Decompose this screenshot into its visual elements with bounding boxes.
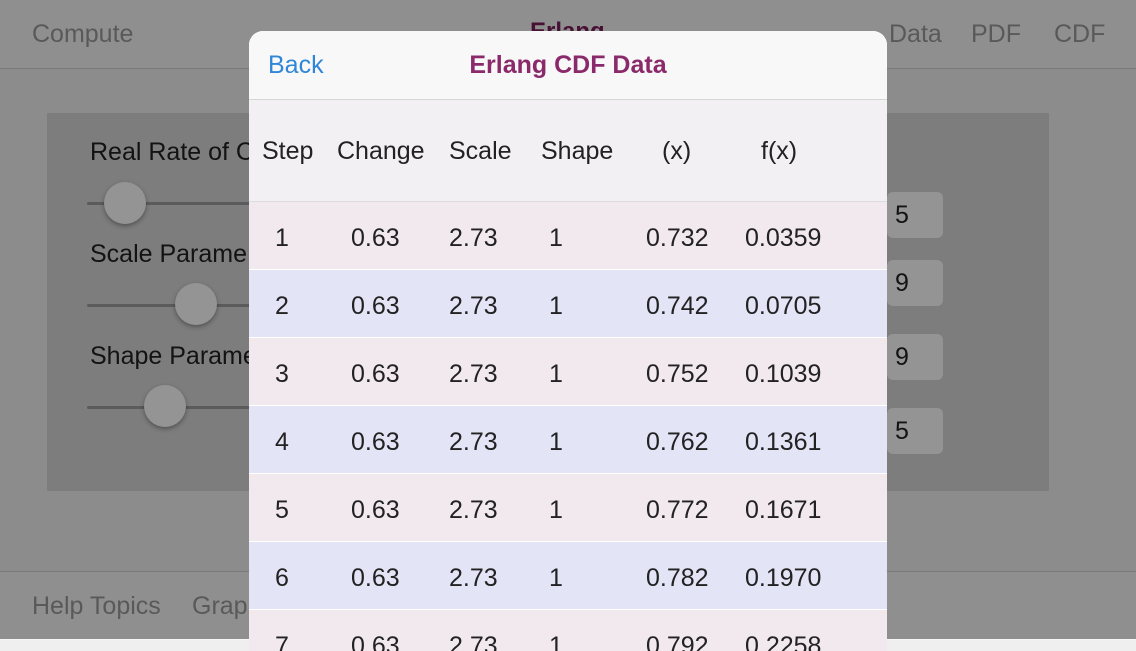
param-label-scale: Scale Parame bbox=[90, 240, 248, 268]
cell-shape: 1 bbox=[549, 428, 563, 456]
scale-value-field[interactable]: 9 bbox=[887, 260, 943, 306]
table-row[interactable]: 2 0.63 2.73 1 0.742 0.0705 bbox=[249, 270, 887, 338]
cell-x: 0.742 bbox=[646, 292, 709, 320]
cell-scale: 2.73 bbox=[449, 428, 498, 456]
cell-shape: 1 bbox=[549, 292, 563, 320]
cell-scale: 2.73 bbox=[449, 496, 498, 524]
cell-change: 0.63 bbox=[351, 428, 400, 456]
table-row[interactable]: 3 0.63 2.73 1 0.752 0.1039 bbox=[249, 338, 887, 406]
table-row[interactable]: 1 0.63 2.73 1 0.732 0.0359 bbox=[249, 202, 887, 270]
cell-change: 0.63 bbox=[351, 292, 400, 320]
graph-button[interactable]: Grap bbox=[192, 592, 248, 620]
cell-step: 2 bbox=[275, 292, 289, 320]
cell-x: 0.772 bbox=[646, 496, 709, 524]
shape-slider-track[interactable] bbox=[87, 406, 287, 409]
tab-data[interactable]: Data bbox=[889, 20, 942, 48]
cell-shape: 1 bbox=[549, 224, 563, 252]
cell-scale: 2.73 bbox=[449, 564, 498, 592]
cell-change: 0.63 bbox=[351, 564, 400, 592]
cell-x: 0.732 bbox=[646, 224, 709, 252]
table-row[interactable]: 4 0.63 2.73 1 0.762 0.1361 bbox=[249, 406, 887, 474]
tab-cdf[interactable]: CDF bbox=[1054, 20, 1106, 48]
cell-fx: 0.1039 bbox=[745, 360, 822, 388]
cell-fx: 0.2258 bbox=[745, 632, 822, 651]
column-header-shape: Shape bbox=[541, 137, 614, 165]
compute-button[interactable]: Compute bbox=[32, 20, 134, 48]
table-row[interactable]: 7 0.63 2.73 1 0.792 0.2258 bbox=[249, 610, 887, 651]
cell-scale: 2.73 bbox=[449, 224, 498, 252]
modal-title: Erlang CDF Data bbox=[469, 51, 667, 79]
cell-fx: 0.0705 bbox=[745, 292, 822, 320]
column-header-step: Step bbox=[262, 137, 314, 165]
cell-x: 0.752 bbox=[646, 360, 709, 388]
cell-scale: 2.73 bbox=[449, 292, 498, 320]
cell-fx: 0.0359 bbox=[745, 224, 822, 252]
cell-step: 4 bbox=[275, 428, 289, 456]
cell-step: 1 bbox=[275, 224, 289, 252]
rate-slider-track[interactable] bbox=[87, 202, 287, 205]
cell-change: 0.63 bbox=[351, 632, 400, 651]
modal-header: Erlang CDF Data Back bbox=[249, 31, 887, 100]
column-header-fx: f(x) bbox=[761, 137, 798, 165]
tab-pdf[interactable]: PDF bbox=[971, 20, 1021, 48]
cell-step: 7 bbox=[275, 632, 289, 651]
shape-value-field[interactable]: 9 bbox=[887, 334, 943, 380]
table-header: Step Change Scale Shape (x) f(x) bbox=[249, 100, 887, 202]
cell-shape: 1 bbox=[549, 496, 563, 524]
shape-slider-handle[interactable] bbox=[144, 385, 186, 427]
rate-slider-handle[interactable] bbox=[104, 182, 146, 224]
cell-step: 3 bbox=[275, 360, 289, 388]
cell-scale: 2.73 bbox=[449, 632, 498, 651]
rate-value-field[interactable]: 5 bbox=[887, 192, 943, 238]
cell-fx: 0.1671 bbox=[745, 496, 822, 524]
data-table: 1 0.63 2.73 1 0.732 0.0359 2 0.63 2.73 1… bbox=[249, 202, 887, 651]
table-row[interactable]: 6 0.63 2.73 1 0.782 0.1970 bbox=[249, 542, 887, 610]
cell-x: 0.762 bbox=[646, 428, 709, 456]
cell-change: 0.63 bbox=[351, 496, 400, 524]
back-button[interactable]: Back bbox=[268, 51, 324, 79]
cell-x: 0.782 bbox=[646, 564, 709, 592]
cell-shape: 1 bbox=[549, 564, 563, 592]
cell-scale: 2.73 bbox=[449, 360, 498, 388]
cell-shape: 1 bbox=[549, 632, 563, 651]
table-row[interactable]: 5 0.63 2.73 1 0.772 0.1671 bbox=[249, 474, 887, 542]
scale-slider-handle[interactable] bbox=[175, 283, 217, 325]
param-label-rate: Real Rate of C bbox=[90, 138, 254, 166]
cdf-data-modal: Erlang CDF Data Back Step Change Scale S… bbox=[249, 31, 887, 651]
param-label-shape: Shape Parame bbox=[90, 342, 257, 370]
cell-shape: 1 bbox=[549, 360, 563, 388]
column-header-scale: Scale bbox=[449, 137, 512, 165]
cell-fx: 0.1361 bbox=[745, 428, 822, 456]
column-header-change: Change bbox=[337, 137, 425, 165]
column-header-x: (x) bbox=[662, 137, 692, 165]
cell-step: 5 bbox=[275, 496, 289, 524]
cell-step: 6 bbox=[275, 564, 289, 592]
step-value-field[interactable]: 5 bbox=[887, 408, 943, 454]
help-topics-button[interactable]: Help Topics bbox=[32, 592, 161, 620]
cell-fx: 0.1970 bbox=[745, 564, 822, 592]
cell-x: 0.792 bbox=[646, 632, 709, 651]
cell-change: 0.63 bbox=[351, 360, 400, 388]
cell-change: 0.63 bbox=[351, 224, 400, 252]
